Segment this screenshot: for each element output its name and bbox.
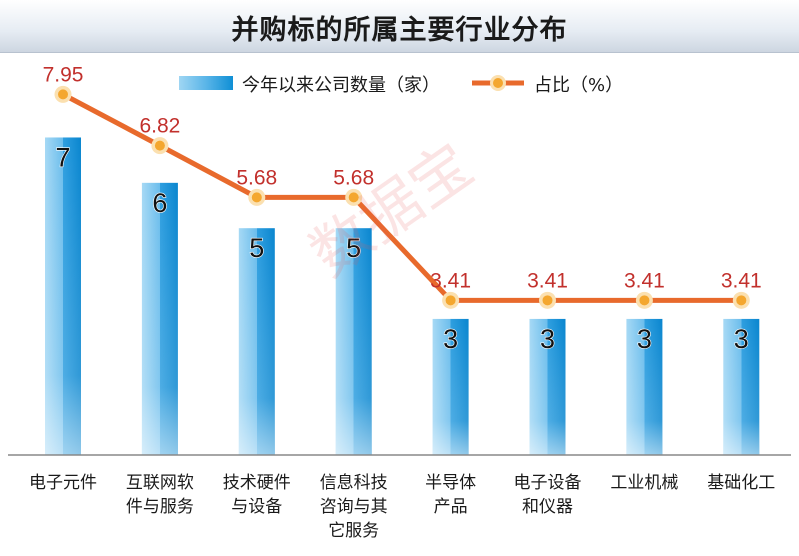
line-marker — [445, 295, 456, 306]
title-bar: 并购标的所属主要行业分布 — [0, 0, 799, 53]
x-tick-label: 工业机械 — [610, 473, 678, 493]
line-value-label: 6.82 — [139, 115, 180, 138]
x-tick-label: 电子设备和仪器 — [514, 473, 582, 517]
line-marker — [348, 192, 359, 203]
legend-marker-dot — [493, 78, 503, 88]
bar-value-label: 5 — [249, 233, 264, 263]
bar-fade — [141, 182, 178, 455]
bar-fade — [238, 228, 275, 455]
x-tick-label: 半导体产品 — [425, 473, 476, 517]
line-marker — [639, 295, 650, 306]
x-tick-label: 信息科技咨询与其它服务 — [320, 473, 388, 541]
x-tick-label: 基础化工 — [707, 473, 775, 493]
ratio-line — [60, 91, 744, 303]
bar-fade — [335, 228, 372, 455]
line-marker — [542, 295, 553, 306]
bar-value-label: 3 — [443, 324, 458, 354]
bar-value-label: 3 — [734, 324, 749, 354]
legend-bar-label: 今年以来公司数量（家） — [242, 75, 440, 96]
line-value-label: 3.41 — [430, 269, 471, 292]
x-tick-label: 电子元件 — [29, 473, 97, 493]
bar-value-label: 3 — [540, 324, 555, 354]
legend-bar-swatch — [179, 76, 233, 90]
line-value-label: 7.95 — [43, 63, 84, 86]
x-tick-label: 互联网软件与服务 — [126, 473, 194, 517]
bar-value-label: 5 — [346, 233, 361, 263]
line-value-label: 5.68 — [333, 166, 374, 189]
line-value-label: 5.68 — [236, 166, 277, 189]
bar-fade — [626, 318, 663, 455]
bar-fade — [45, 137, 81, 455]
line-value-label: 3.41 — [527, 269, 568, 292]
bar-value-label: 3 — [637, 324, 652, 354]
line-marker — [154, 140, 165, 151]
line-marker — [736, 295, 747, 306]
line-value-label: 3.41 — [721, 269, 762, 292]
chart-title: 并购标的所属主要行业分布 — [231, 15, 568, 46]
bar-value-label: 7 — [55, 142, 70, 172]
line-marker — [58, 89, 68, 100]
bar-fade — [432, 318, 469, 455]
bar-fade — [529, 318, 566, 455]
legend-line-label: 占比（%） — [534, 75, 624, 96]
line-marker — [251, 192, 262, 203]
line-value-label: 3.41 — [624, 269, 665, 292]
bar-fade — [723, 318, 760, 455]
x-tick-label: 技术硬件与设备 — [223, 473, 291, 517]
bar-value-label: 6 — [152, 188, 167, 218]
